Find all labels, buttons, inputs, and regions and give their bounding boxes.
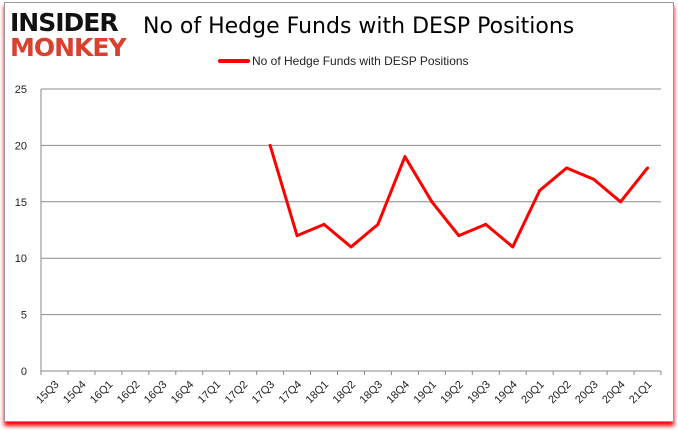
- legend-label: No of Hedge Funds with DESP Positions: [252, 54, 469, 68]
- x-tick-label: 15Q3: [34, 379, 62, 407]
- x-tick-label: 19Q1: [411, 379, 439, 407]
- x-tick-label: 20Q4: [600, 379, 628, 407]
- data-point: [403, 155, 407, 159]
- data-point: [349, 245, 353, 249]
- chart-title: No of Hedge Funds with DESP Positions: [143, 14, 575, 39]
- data-point: [592, 177, 596, 181]
- logo-line2: MONKEY: [10, 33, 127, 62]
- data-point: [430, 200, 434, 204]
- logo-line1: INSIDER: [10, 8, 119, 37]
- x-tick-label: 18Q1: [304, 379, 332, 407]
- data-point: [376, 222, 380, 226]
- data-point: [295, 234, 299, 238]
- x-tick-label: 18Q4: [385, 379, 413, 407]
- x-tick-label: 19Q3: [465, 379, 493, 407]
- x-tick-label: 20Q2: [546, 379, 574, 407]
- data-point: [511, 245, 515, 249]
- x-tick-label: 16Q2: [115, 379, 143, 407]
- insider-monkey-logo: INSIDER MONKEY: [10, 8, 127, 62]
- data-point: [484, 222, 488, 226]
- x-tick-label: 17Q2: [223, 379, 251, 407]
- x-tick-label: 20Q1: [519, 379, 547, 407]
- x-tick-label: 16Q1: [88, 379, 116, 407]
- x-tick-label: 20Q3: [573, 379, 601, 407]
- data-point: [457, 234, 461, 238]
- y-tick-label: 25: [15, 84, 27, 96]
- x-tick-label: 19Q2: [438, 379, 466, 407]
- x-tick-label: 16Q4: [169, 379, 197, 407]
- data-point: [538, 189, 542, 193]
- x-tick-label: 18Q3: [358, 379, 386, 407]
- chart-frame: [4, 2, 674, 422]
- data-point: [619, 200, 623, 204]
- data-point: [565, 166, 569, 170]
- x-tick-label: 18Q2: [331, 379, 359, 407]
- x-tick-label: 17Q3: [250, 379, 278, 407]
- y-tick-label: 20: [15, 140, 27, 152]
- x-tick-label: 16Q3: [142, 379, 170, 407]
- data-point: [268, 143, 272, 147]
- series-line: [268, 144, 649, 249]
- legend-swatch: [218, 59, 250, 63]
- y-tick-label: 15: [15, 197, 27, 209]
- x-tick-label: 17Q4: [277, 379, 305, 407]
- legend: No of Hedge Funds with DESP Positions: [218, 54, 469, 68]
- x-tick-label: 17Q1: [196, 379, 224, 407]
- y-tick-label: 5: [21, 310, 27, 322]
- data-point: [646, 166, 650, 170]
- y-tick-label: 10: [15, 253, 27, 265]
- y-tick-label: 0: [21, 366, 27, 378]
- x-tick-label: 19Q4: [492, 379, 520, 407]
- x-tick-label: 21Q1: [627, 379, 655, 407]
- x-tick-label: 15Q4: [61, 379, 89, 407]
- data-point: [322, 222, 326, 226]
